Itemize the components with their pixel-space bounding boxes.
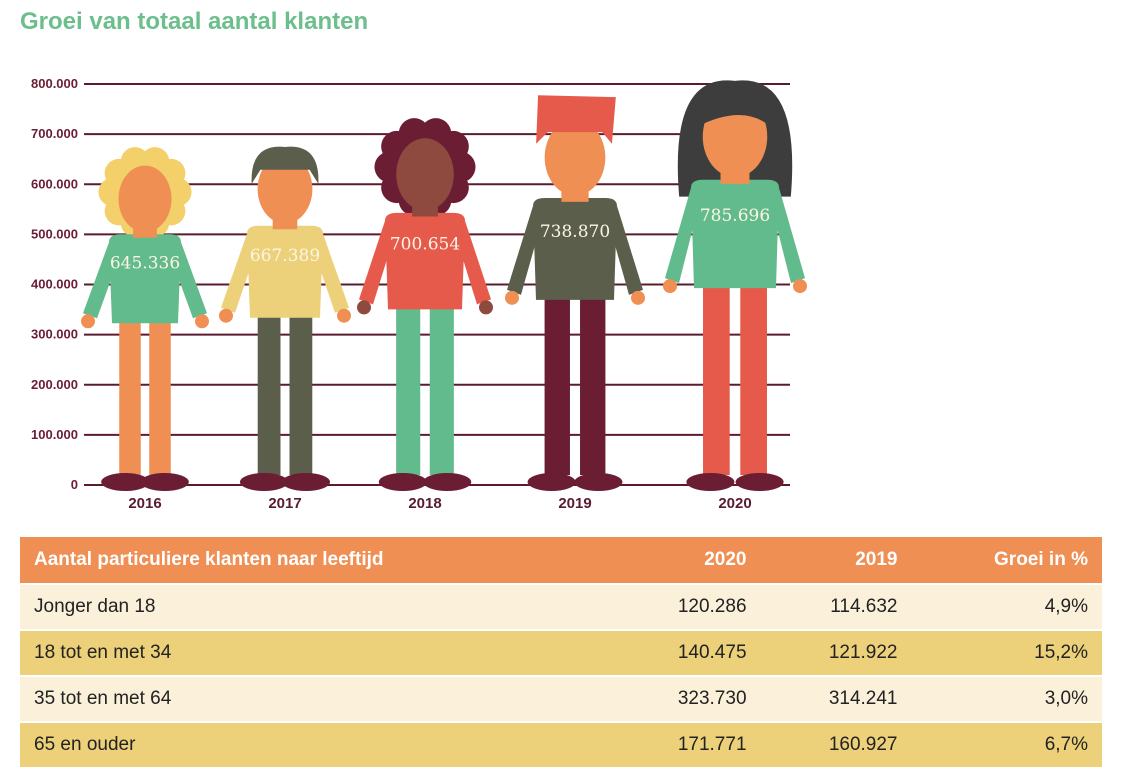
y-tick-label: 100.000 (31, 427, 78, 442)
age-table: Aantal particuliere klanten naar leeftij… (20, 537, 1102, 767)
bar-value-label: 645.336 (110, 253, 180, 273)
row-label: Jonger dan 18 (20, 583, 610, 630)
bar-value-label: 700.654 (390, 235, 460, 255)
x-tick-label: 2016 (128, 495, 161, 512)
row-2020: 140.475 (609, 629, 761, 676)
bar-chart: 0 100.000 200.000 300.000 400.000 500.000 600.… (31, 76, 807, 512)
y-tick-label: 300.000 (31, 327, 78, 342)
row-2019: 160.927 (760, 721, 912, 767)
table-row: Jonger dan 18 120.286 114.632 4,9% (20, 583, 1102, 630)
row-growth: 4,9% (911, 583, 1102, 630)
row-2019: 314.241 (760, 675, 912, 722)
row-growth: 15,2% (911, 629, 1102, 676)
person-bar-2016 (81, 147, 209, 491)
y-tick-label: 700.000 (31, 126, 78, 141)
header-2020: 2020 (609, 537, 761, 584)
table-row: 65 en ouder 171.771 160.927 6,7% (20, 721, 1102, 767)
y-tick-label: 500.000 (31, 226, 78, 241)
chart-title: Groei van totaal aantal klanten (20, 8, 369, 35)
table-header-row: Aantal particuliere klanten naar leeftij… (20, 537, 1102, 584)
y-tick-label: 0 (71, 477, 78, 492)
row-label: 18 tot en met 34 (20, 629, 610, 676)
row-2019: 121.922 (760, 629, 912, 676)
row-growth: 6,7% (911, 721, 1102, 767)
x-tick-label: 2020 (718, 495, 751, 512)
header-growth: Groei in % (911, 537, 1102, 584)
person-bar-2018 (357, 118, 493, 491)
table-row: 18 tot en met 34 140.475 121.922 15,2% (20, 629, 1102, 676)
person-bar-2017 (219, 146, 351, 491)
x-tick-label: 2019 (558, 495, 591, 512)
y-tick-label: 400.000 (31, 277, 78, 292)
header-category: Aantal particuliere klanten naar leeftij… (20, 537, 610, 584)
header-2019: 2019 (760, 537, 912, 584)
bar-value-label: 667.389 (250, 246, 320, 266)
y-tick-label: 600.000 (31, 176, 78, 191)
y-tick-label: 200.000 (31, 377, 78, 392)
bar-value-label: 785.696 (700, 206, 770, 226)
y-tick-label: 800.000 (31, 76, 78, 91)
bar-value-label: 738.870 (540, 222, 610, 242)
row-label: 35 tot en met 64 (20, 675, 610, 722)
row-2019: 114.632 (760, 583, 912, 630)
x-tick-label: 2017 (268, 495, 301, 512)
row-growth: 3,0% (911, 675, 1102, 722)
x-tick-label: 2018 (408, 495, 441, 512)
row-label: 65 en ouder (20, 721, 610, 767)
row-2020: 171.771 (609, 721, 761, 767)
row-2020: 323.730 (609, 675, 761, 722)
person-bar-2020 (663, 80, 807, 491)
table-row: 35 tot en met 64 323.730 314.241 3,0% (20, 675, 1102, 722)
row-2020: 120.286 (609, 583, 761, 630)
person-bar-2019 (505, 95, 645, 491)
